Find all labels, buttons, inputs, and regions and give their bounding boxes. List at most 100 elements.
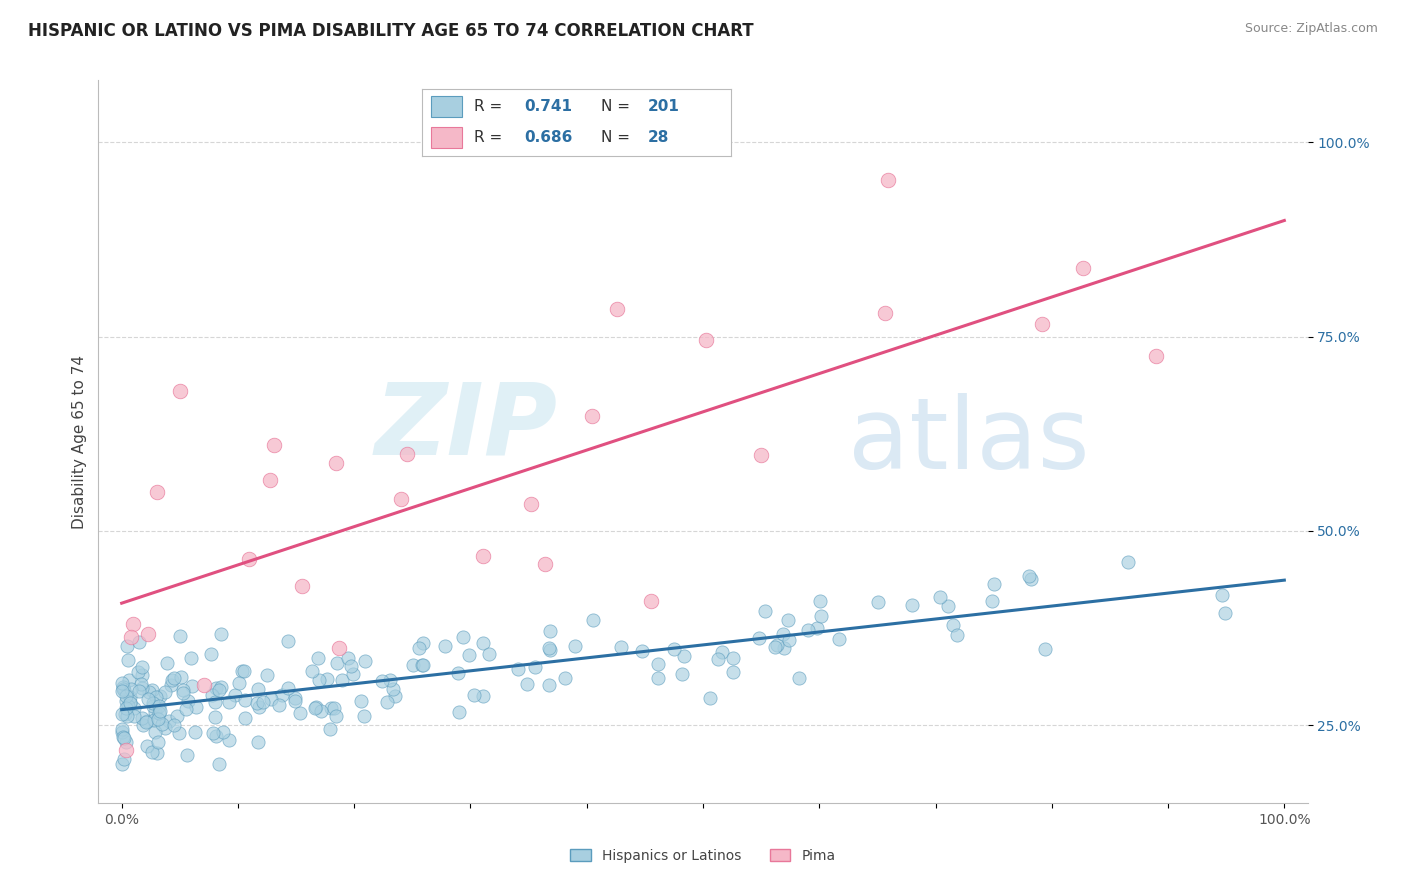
- Point: [145, 485, 167, 500]
- Point: [471, 636, 494, 650]
- Point: [120, 681, 142, 696]
- Point: [177, 694, 200, 708]
- Point: [378, 673, 401, 687]
- Point: [1211, 588, 1233, 602]
- Point: [721, 651, 744, 665]
- Point: [1116, 555, 1139, 569]
- Bar: [432, 127, 463, 148]
- Point: [149, 704, 172, 718]
- Point: [115, 701, 138, 715]
- Point: [136, 626, 159, 640]
- Text: N =: N =: [602, 99, 636, 114]
- Point: [447, 665, 470, 680]
- Point: [111, 756, 134, 771]
- Point: [778, 633, 800, 648]
- Point: [1213, 606, 1236, 620]
- Point: [381, 681, 404, 696]
- Point: [141, 746, 163, 760]
- Point: [395, 447, 418, 461]
- Point: [112, 731, 135, 746]
- Point: [246, 734, 269, 748]
- Point: [131, 681, 153, 695]
- Point: [721, 665, 744, 679]
- Point: [290, 579, 312, 593]
- Point: [174, 701, 197, 715]
- Point: [111, 731, 134, 745]
- Point: [114, 743, 136, 757]
- Point: [270, 688, 292, 702]
- Point: [662, 642, 685, 657]
- Point: [671, 667, 693, 681]
- Point: [212, 724, 235, 739]
- Point: [520, 497, 543, 511]
- Point: [942, 618, 965, 632]
- Point: [766, 638, 789, 652]
- Point: [411, 658, 433, 673]
- Point: [581, 409, 603, 423]
- Point: [828, 632, 851, 647]
- Point: [111, 675, 134, 690]
- Point: [325, 709, 347, 723]
- Point: [301, 665, 323, 679]
- Point: [537, 640, 560, 655]
- Point: [284, 694, 307, 708]
- Point: [209, 627, 232, 641]
- Point: [155, 685, 177, 699]
- Point: [112, 680, 135, 694]
- Point: [200, 648, 222, 662]
- Point: [463, 688, 485, 702]
- Point: [699, 691, 721, 706]
- Point: [1018, 569, 1040, 583]
- Point: [128, 635, 150, 649]
- Point: [112, 683, 135, 698]
- Point: [763, 640, 786, 655]
- Point: [707, 652, 730, 666]
- Point: [389, 492, 412, 507]
- Point: [797, 623, 820, 637]
- Point: [283, 691, 305, 706]
- Point: [131, 711, 153, 725]
- Text: atlas: atlas: [848, 393, 1090, 490]
- Point: [778, 614, 800, 628]
- Point: [145, 690, 167, 705]
- Point: [537, 678, 560, 692]
- Point: [155, 721, 177, 735]
- Point: [402, 657, 425, 672]
- Point: [120, 631, 142, 645]
- Text: 0.686: 0.686: [524, 130, 572, 145]
- Point: [1144, 349, 1167, 363]
- Point: [787, 672, 810, 686]
- Point: [647, 671, 669, 685]
- Point: [673, 648, 696, 663]
- Point: [606, 302, 628, 317]
- Point: [208, 756, 231, 771]
- Point: [131, 668, 153, 682]
- Point: [772, 626, 794, 640]
- Point: [288, 706, 311, 720]
- Point: [231, 664, 253, 678]
- Point: [330, 673, 353, 687]
- Point: [877, 173, 900, 187]
- Point: [640, 594, 662, 608]
- Point: [238, 552, 260, 566]
- Text: 28: 28: [648, 130, 669, 145]
- Point: [308, 673, 330, 687]
- Text: 0.741: 0.741: [524, 99, 572, 114]
- Point: [748, 631, 770, 645]
- Text: 201: 201: [648, 99, 679, 114]
- Point: [156, 656, 179, 670]
- Point: [233, 711, 256, 725]
- Point: [353, 709, 375, 723]
- Point: [647, 657, 669, 672]
- Point: [122, 701, 145, 715]
- Point: [117, 699, 139, 714]
- Point: [205, 729, 228, 743]
- Point: [478, 647, 501, 661]
- Point: [233, 693, 256, 707]
- Point: [610, 640, 633, 654]
- Point: [218, 695, 240, 709]
- Point: [163, 671, 186, 685]
- Point: [202, 725, 225, 739]
- Legend: Hispanics or Latinos, Pima: Hispanics or Latinos, Pima: [565, 843, 841, 868]
- Point: [163, 718, 186, 732]
